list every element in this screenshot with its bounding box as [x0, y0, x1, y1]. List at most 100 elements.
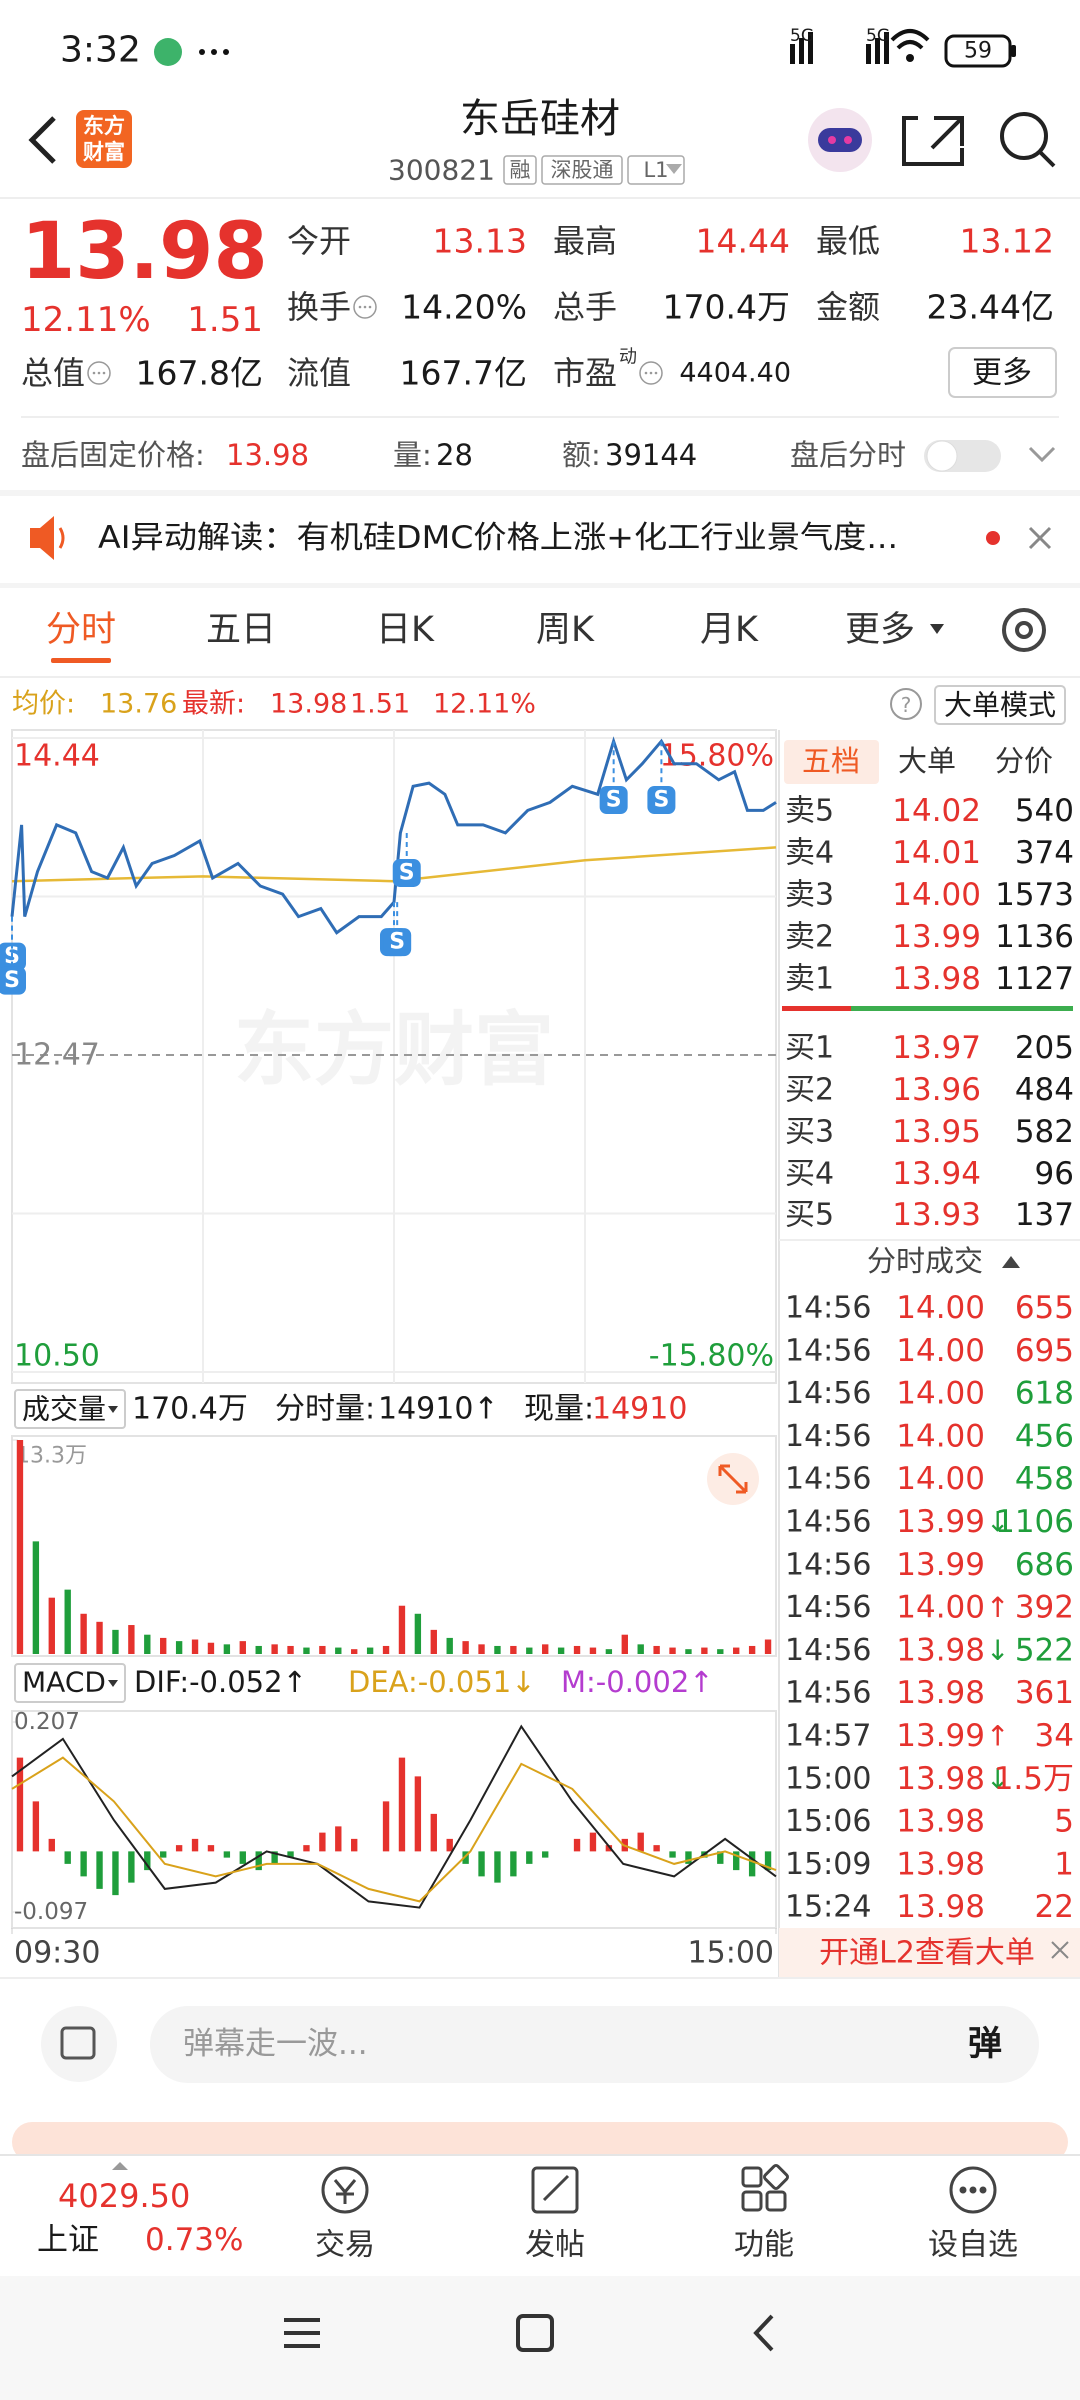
book-tab[interactable]: 五档	[802, 744, 860, 778]
close-l2[interactable]	[1051, 1941, 1069, 1959]
volume-bar	[335, 1647, 342, 1654]
share-button[interactable]	[902, 116, 964, 166]
status-icons	[154, 29, 1016, 68]
last-price: 13.98	[21, 207, 268, 297]
tab[interactable]: 分时	[46, 610, 116, 650]
trade-time: 15:09	[785, 1847, 871, 1882]
tag-box	[627, 155, 685, 185]
help-glyph: ?	[901, 693, 912, 717]
nav-label[interactable]: 发帖	[525, 2228, 585, 2263]
volume-bar	[446, 1637, 453, 1654]
separator	[0, 490, 1080, 496]
volume-bar	[303, 1647, 310, 1654]
volume-bar	[669, 1647, 676, 1654]
signal-badge	[647, 786, 676, 814]
stat-value: 167.7亿	[400, 354, 527, 393]
expand-chevron[interactable]	[1028, 446, 1056, 463]
macd-dif-line	[11, 1724, 777, 1909]
latest-change: 1.51	[350, 689, 410, 720]
signal-badge	[0, 966, 26, 995]
stat-label: 今开	[287, 222, 351, 260]
l2-banner[interactable]	[779, 1928, 1080, 1978]
volume-bar	[175, 1641, 183, 1654]
stat-value: 23.44亿	[927, 288, 1054, 327]
promo-banner[interactable]	[12, 2122, 1068, 2162]
volume-bar	[733, 1647, 740, 1654]
danmaku-settings[interactable]	[41, 2006, 117, 2082]
minute-volume: 14910↑	[378, 1392, 499, 1427]
book-label: 买5	[785, 1198, 834, 1233]
volume-bar	[207, 1642, 215, 1654]
book-price: 13.97	[892, 1030, 981, 1066]
macd-bar	[64, 1851, 71, 1864]
search-button[interactable]	[1000, 112, 1048, 160]
trade-time: 14:56	[785, 1376, 871, 1411]
trade-volume: 655	[1015, 1290, 1074, 1326]
nav-label[interactable]: 功能	[734, 2228, 794, 2263]
tab[interactable]: 五日	[206, 610, 276, 650]
info-icon	[353, 295, 377, 319]
nav-label[interactable]: 设自选	[928, 2228, 1018, 2263]
trade-time: 14:56	[785, 1676, 871, 1711]
toggle[interactable]	[924, 440, 1001, 472]
macd-tick-label: 0.207	[14, 1709, 80, 1735]
book-price: 13.99	[892, 919, 981, 955]
ai-banner-text: AI异动解读：有机硅DMC价格上涨+化工行业景气度...	[98, 520, 898, 556]
macd-panel	[11, 1710, 777, 1929]
trades-title-arrow	[1002, 1256, 1020, 1268]
danmaku-button[interactable]: 弹	[968, 2024, 1002, 2064]
trade-volume: 695	[1015, 1333, 1074, 1369]
stat-value: 4404.40	[679, 358, 791, 389]
system-buttons[interactable]	[284, 2314, 774, 2352]
trade-time: 14:56	[785, 1462, 871, 1497]
close-banner[interactable]	[1028, 526, 1052, 550]
trade-time: 14:56	[785, 1633, 871, 1668]
help-icon[interactable]	[890, 688, 922, 720]
trade-price: 14.00	[896, 1418, 985, 1454]
trade-price: 13.99	[896, 1504, 985, 1540]
back-button[interactable]	[28, 116, 56, 164]
mode-button[interactable]	[934, 685, 1066, 725]
tab[interactable]: 月K	[700, 610, 759, 650]
comment-input[interactable]	[150, 2006, 1039, 2083]
book-price: 14.00	[892, 877, 981, 913]
expand-icon[interactable]	[707, 1453, 759, 1505]
book-volume: 484	[1015, 1072, 1074, 1108]
trade-volume: 361	[1015, 1675, 1074, 1711]
volume-bar	[764, 1639, 772, 1654]
indicator-select[interactable]	[14, 1663, 126, 1703]
stock-code: 300821	[388, 154, 495, 187]
battery-level: 59	[964, 39, 992, 64]
indicator-select[interactable]	[14, 1389, 126, 1429]
trade-price: 14.00	[896, 1590, 985, 1626]
volume-bar	[382, 1645, 390, 1654]
trade-time: 14:56	[785, 1590, 871, 1625]
signal-label: S	[399, 860, 415, 885]
latest-change-pct: 12.11%	[433, 689, 536, 720]
index-value: 4029.50	[58, 2177, 190, 2215]
volume-panel	[11, 1435, 777, 1657]
trade-time: 15:00	[785, 1761, 871, 1796]
volume-bar	[685, 1649, 692, 1654]
tab[interactable]: 周K	[536, 610, 595, 650]
info-dot	[92, 371, 96, 375]
tab[interactable]: 更多	[845, 610, 915, 650]
tag: 深股通	[551, 158, 614, 182]
system-nav	[0, 2276, 1080, 2400]
book-label: 卖2	[785, 920, 834, 955]
settings-button[interactable]	[1002, 608, 1046, 652]
tab[interactable]: 日K	[376, 610, 435, 650]
book-tab[interactable]: 分价	[995, 744, 1053, 778]
trade-price: 14.00	[896, 1376, 985, 1412]
separator	[0, 583, 1080, 588]
book-volume: 137	[1015, 1197, 1074, 1233]
trade-arrow: ↓	[986, 1506, 1009, 1539]
l2-banner-text[interactable]: 开通L2查看大单	[819, 1936, 1035, 1971]
after-hours-amount: 39144	[605, 438, 697, 472]
book-tab[interactable]: 大单	[898, 744, 956, 778]
macd-dea: DEA:-0.051↓	[348, 1665, 536, 1699]
more-button[interactable]	[948, 347, 1057, 398]
book-price: 13.96	[892, 1072, 981, 1108]
ask-bid-split-green	[851, 1006, 1073, 1011]
nav-label[interactable]: 交易	[315, 2228, 375, 2263]
